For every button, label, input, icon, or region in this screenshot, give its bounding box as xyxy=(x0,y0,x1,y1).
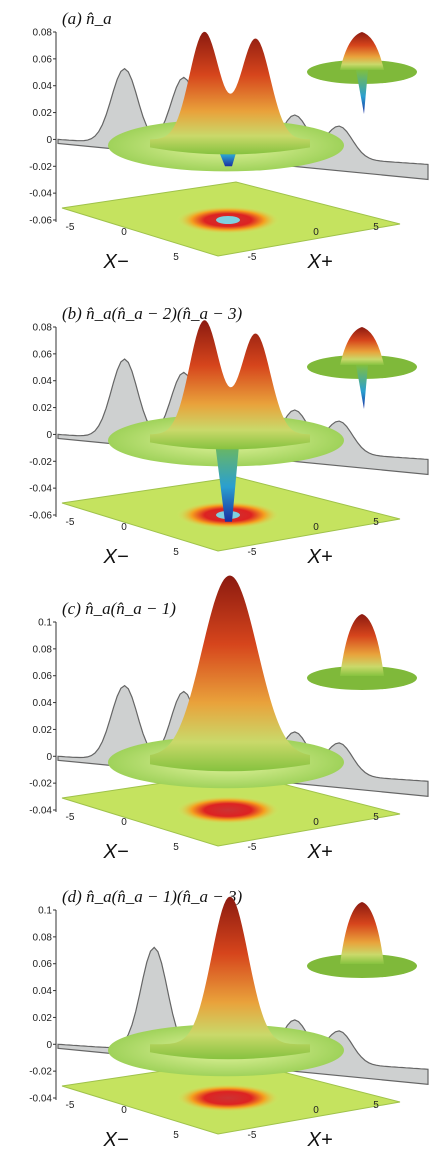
x-plus-tick-label: 5 xyxy=(373,812,379,823)
chart-svg: 0.1 0.08 0.06 0.04 0.02 0 -0.02 -0.04 (d) n̂_a(n… xyxy=(29,887,429,1151)
panel-a: 0.08 0.06 0.04 0.02 0 -0.02 -0.04 -0.06 (a) n̂_a… xyxy=(0,0,436,290)
inset-dip xyxy=(356,365,368,409)
x-minus-tick-label: 0 xyxy=(121,522,127,533)
panel-d: 0.1 0.08 0.06 0.04 0.02 0 -0.02 -0.04 (d) n̂_a(n… xyxy=(0,878,436,1163)
chart-svg: 0.08 0.06 0.04 0.02 0 -0.02 -0.04 -0.06 (a) n̂_a… xyxy=(29,9,429,273)
z-tick-label: -0.02 xyxy=(29,162,52,173)
x-minus-tick-label: 5 xyxy=(173,252,179,263)
z-tick-label: 0.04 xyxy=(33,81,53,92)
panel-b: 0.08 0.06 0.04 0.02 0 -0.02 -0.04 -0.06 (b) n̂_a… xyxy=(0,295,436,585)
z-tick-label: 0.02 xyxy=(33,108,53,119)
x-minus-tick-label: -5 xyxy=(66,1100,75,1111)
z-tick-label: 0.06 xyxy=(33,349,53,360)
x-plus-tick-label: -5 xyxy=(248,252,257,263)
surface-peaks xyxy=(150,320,310,450)
x-plus-tick-label: 0 xyxy=(313,1105,319,1116)
z-tick-label: -0.04 xyxy=(29,484,52,495)
x-plus-tick-label: 0 xyxy=(313,522,319,533)
surface-dip xyxy=(214,434,240,522)
inset-base xyxy=(307,666,417,690)
x-plus-axis-label: X+ xyxy=(306,251,332,273)
x-minus-axis-label: X− xyxy=(102,546,128,568)
heatmap-blob xyxy=(176,796,280,824)
z-tick-label: 0.08 xyxy=(33,644,53,655)
x-plus-tick-label: 5 xyxy=(373,1100,379,1111)
x-minus-tick-label: 0 xyxy=(121,1105,127,1116)
x-plus-tick-label: -5 xyxy=(248,1130,257,1141)
x-minus-tick-label: -5 xyxy=(66,812,75,823)
x-minus-tick-label: 5 xyxy=(173,547,179,558)
z-tick-label: -0.04 xyxy=(29,806,52,817)
x-plus-axis-label: X+ xyxy=(306,841,332,863)
z-tick-label: 0.02 xyxy=(33,1013,53,1024)
inset-peak xyxy=(340,614,384,676)
chart-svg: 0.1 0.08 0.06 0.04 0.02 0 -0.02 -0.04 (c) n̂_a(n… xyxy=(29,575,429,863)
z-tick-label: 0.08 xyxy=(33,28,53,39)
surface-peaks xyxy=(150,896,310,1060)
x-plus-axis-label: X+ xyxy=(306,1129,332,1151)
z-tick-label: 0.06 xyxy=(33,671,53,682)
x-minus-tick-label: 0 xyxy=(121,817,127,828)
z-tick-label: 0 xyxy=(46,1040,52,1051)
z-tick-label: 0 xyxy=(46,135,52,146)
x-plus-axis-label: X+ xyxy=(306,546,332,568)
inset-peak xyxy=(340,902,384,964)
z-tick-label: 0.02 xyxy=(33,403,53,414)
z-tick-label: 0.08 xyxy=(33,323,53,334)
inset-base xyxy=(307,954,417,978)
x-plus-tick-label: 0 xyxy=(313,817,319,828)
panel-title: (a) n̂_a xyxy=(62,9,112,28)
x-minus-axis-label: X− xyxy=(102,841,128,863)
z-tick-label: 0.06 xyxy=(33,54,53,65)
x-minus-tick-label: 5 xyxy=(173,842,179,853)
z-tick-label: 0.04 xyxy=(33,698,53,709)
z-tick-label: -0.04 xyxy=(29,1094,52,1105)
x-minus-axis-label: X− xyxy=(102,251,128,273)
x-plus-tick-label: 5 xyxy=(373,222,379,233)
x-minus-tick-label: 0 xyxy=(121,227,127,238)
z-tick-label: 0.04 xyxy=(33,376,53,387)
z-tick-label: 0.08 xyxy=(33,932,53,943)
z-tick-label: 0.06 xyxy=(33,959,53,970)
panel-c: 0.1 0.08 0.06 0.04 0.02 0 -0.02 -0.04 (c) n̂_a(n… xyxy=(0,575,436,875)
z-tick-label: 0.04 xyxy=(33,986,53,997)
z-tick-label: -0.06 xyxy=(29,511,52,522)
z-tick-label: -0.02 xyxy=(29,779,52,790)
chart-svg: 0.08 0.06 0.04 0.02 0 -0.02 -0.04 -0.06 (b) n̂_a… xyxy=(29,304,429,568)
z-tick-label: 0 xyxy=(46,752,52,763)
x-minus-tick-label: 5 xyxy=(173,1130,179,1141)
inset-dip xyxy=(356,70,368,114)
surface-peaks xyxy=(150,575,310,772)
z-tick-label: 0.1 xyxy=(38,906,52,917)
panel-title: (c) n̂_a(n̂_a − 1) xyxy=(62,599,176,618)
z-tick-label: 0.02 xyxy=(33,725,53,736)
z-tick-label: -0.02 xyxy=(29,1067,52,1078)
z-tick-label: -0.06 xyxy=(29,216,52,227)
heatmap-blob xyxy=(176,1084,280,1112)
x-plus-tick-label: 0 xyxy=(313,227,319,238)
x-minus-axis-label: X− xyxy=(102,1129,128,1151)
panel-title: (b) n̂_a(n̂_a − 2)(n̂_a − 3) xyxy=(62,304,242,323)
z-tick-label: 0.1 xyxy=(38,618,52,629)
z-tick-label: -0.02 xyxy=(29,457,52,468)
x-plus-tick-label: 5 xyxy=(373,517,379,528)
surface-peaks xyxy=(150,31,310,155)
panel-title: (d) n̂_a(n̂_a − 1)(n̂_a − 3) xyxy=(62,887,242,906)
heatmap-center xyxy=(216,216,240,224)
inset-peak xyxy=(340,32,384,70)
x-plus-tick-label: -5 xyxy=(248,547,257,558)
inset-peak xyxy=(340,327,384,365)
x-plus-tick-label: -5 xyxy=(248,842,257,853)
x-minus-tick-label: -5 xyxy=(66,222,75,233)
x-minus-tick-label: -5 xyxy=(66,517,75,528)
z-tick-label: 0 xyxy=(46,430,52,441)
z-tick-label: -0.04 xyxy=(29,189,52,200)
